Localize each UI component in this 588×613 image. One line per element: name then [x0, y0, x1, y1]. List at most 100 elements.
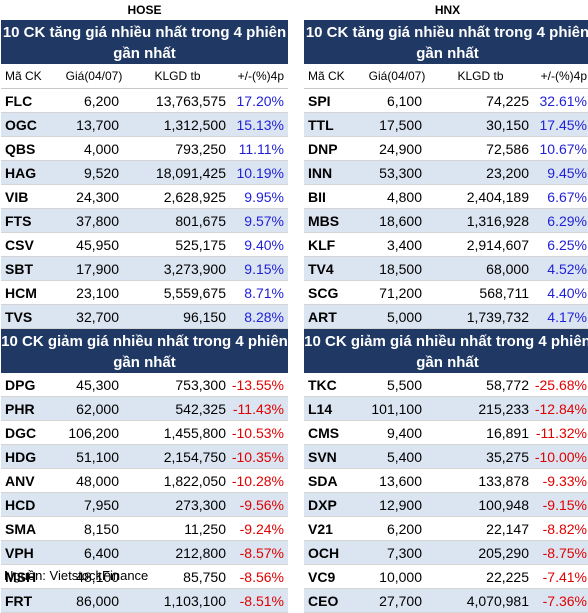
volume-cell: 1,103,100: [163, 592, 226, 609]
price-cell: 48,100: [76, 568, 119, 585]
table-row: V21 6,200 22,147 -8.82%: [304, 517, 588, 541]
price-cell: 45,300: [76, 376, 119, 393]
volume-cell: 23,200: [486, 164, 529, 181]
table-row: QBS 4,000 793,250 11.11%: [1, 137, 288, 161]
change-cell: 4.17%: [547, 308, 587, 325]
volume-cell: 568,711: [479, 284, 529, 301]
stock-symbol: QBS: [5, 140, 36, 157]
change-cell: -7.36%: [542, 592, 587, 609]
change-cell: 6.67%: [547, 188, 587, 205]
price-cell: 24,300: [76, 188, 119, 205]
stock-symbol: VPH: [5, 544, 34, 561]
volume-cell: 5,559,675: [163, 284, 226, 301]
price-cell: 106,200: [68, 424, 119, 441]
price-cell: 4,800: [386, 188, 422, 205]
stock-symbol: DNP: [308, 140, 338, 157]
losers-title: 10 CK giảm giá nhiều nhất trong 4 phiên …: [304, 329, 588, 373]
change-cell: -8.51%: [239, 592, 284, 609]
volume-cell: 1,455,800: [163, 424, 226, 441]
volume-cell: 542,325: [175, 400, 226, 417]
change-cell: 4.40%: [547, 284, 587, 301]
stock-symbol: HAG: [5, 164, 37, 181]
stock-symbol: MSH: [5, 568, 37, 585]
table-row: L14 101,100 215,233 -12.84%: [304, 397, 588, 421]
price-cell: 24,900: [379, 140, 422, 157]
volume-cell: 74,225: [486, 92, 529, 109]
volume-cell: 16,891: [486, 424, 529, 441]
volume-cell: 273,300: [175, 496, 226, 513]
hose-panel: HOSE 10 CK tăng giá nhiều nhất trong 4 p…: [1, 0, 288, 613]
volume-cell: 212,800: [175, 544, 226, 561]
stock-symbol: FRT: [5, 592, 33, 609]
table-row: FRT 86,000 1,103,100 -8.51%: [1, 589, 288, 613]
stock-symbol: FLC: [5, 92, 33, 109]
price-cell: 3,400: [386, 236, 422, 253]
table-row: SPI 6,100 74,225 32.61%: [304, 89, 588, 113]
price-cell: 62,000: [76, 400, 119, 417]
table-row: HDG 51,100 2,154,750 -10.35%: [1, 445, 288, 469]
stock-symbol: ART: [308, 308, 337, 325]
col-price-header: Giá(04/07): [65, 69, 123, 83]
price-cell: 5,500: [386, 376, 422, 393]
table-row: HCM 23,100 5,559,675 8.71%: [1, 281, 288, 305]
volume-cell: 1,316,928: [466, 212, 529, 229]
price-cell: 27,700: [379, 592, 422, 609]
stock-symbol: HDG: [5, 448, 37, 465]
price-cell: 7,300: [386, 544, 422, 561]
volume-cell: 3,273,900: [163, 260, 226, 277]
volume-cell: 753,300: [175, 376, 226, 393]
volume-cell: 215,233: [478, 400, 529, 417]
volume-cell: 18,091,425: [155, 164, 226, 181]
stock-symbol: HCD: [5, 496, 36, 513]
price-cell: 53,300: [379, 164, 422, 181]
stock-symbol: TTL: [308, 116, 334, 133]
change-cell: -10.35%: [231, 448, 284, 465]
stock-symbol: DXP: [308, 496, 337, 513]
stock-symbol: TV4: [308, 260, 334, 277]
table-row: PHR 62,000 542,325 -11.43%: [1, 397, 288, 421]
price-cell: 18,500: [379, 260, 422, 277]
change-cell: 9.95%: [244, 188, 284, 205]
change-cell: 9.15%: [244, 260, 284, 277]
volume-cell: 30,150: [486, 116, 529, 133]
stock-symbol: PHR: [5, 400, 35, 417]
gainers-title: 10 CK tăng giá nhiều nhất trong 4 phiên …: [1, 20, 288, 64]
table-row: CMS 9,400 16,891 -11.32%: [304, 421, 588, 445]
stock-symbol: DPG: [5, 376, 36, 393]
stock-symbol: CEO: [308, 592, 339, 609]
change-cell: 17.20%: [236, 92, 284, 109]
price-cell: 51,100: [76, 448, 119, 465]
change-cell: -9.15%: [542, 496, 587, 513]
stock-symbol: SVN: [308, 448, 337, 465]
price-cell: 7,950: [83, 496, 119, 513]
table-row: OCH 7,300 205,290 -8.75%: [304, 541, 588, 565]
table-row: DPG 45,300 753,300 -13.55%: [1, 373, 288, 397]
volume-cell: 85,750: [183, 568, 226, 585]
gainers-table: SPI 6,100 74,225 32.61% TTL 17,500 30,150 17.45…: [304, 89, 588, 329]
change-cell: 9.45%: [547, 164, 587, 181]
table-row: DXP 12,900 100,948 -9.15%: [304, 493, 588, 517]
change-cell: -11.43%: [232, 400, 284, 417]
col-volume-header: KLGD tb: [457, 69, 504, 83]
price-cell: 45,950: [76, 236, 119, 253]
gainers-table: FLC 6,200 13,763,575 17.20% OGC 13,700 1,312,5…: [1, 89, 288, 329]
price-cell: 13,700: [76, 116, 119, 133]
stock-symbol: CMS: [308, 424, 340, 441]
stock-symbol: SPI: [308, 92, 331, 109]
change-cell: -9.24%: [239, 520, 284, 537]
volume-cell: 11,250: [184, 520, 226, 537]
price-cell: 13,600: [379, 472, 422, 489]
price-cell: 6,400: [83, 544, 119, 561]
table-row: INN 53,300 23,200 9.45%: [304, 161, 588, 185]
table-row: DGC 106,200 1,455,800 -10.53%: [1, 421, 288, 445]
price-cell: 9,520: [83, 164, 119, 181]
volume-cell: 22,225: [486, 568, 529, 585]
stock-symbol: TVS: [5, 308, 33, 325]
table-row: SDA 13,600 133,878 -9.33%: [304, 469, 588, 493]
stock-symbol: BII: [308, 188, 326, 205]
price-cell: 101,100: [371, 400, 422, 417]
volume-cell: 2,404,189: [466, 188, 529, 205]
price-cell: 6,100: [386, 92, 422, 109]
col-price-header: Giá(04/07): [368, 69, 426, 83]
price-cell: 86,000: [76, 592, 119, 609]
